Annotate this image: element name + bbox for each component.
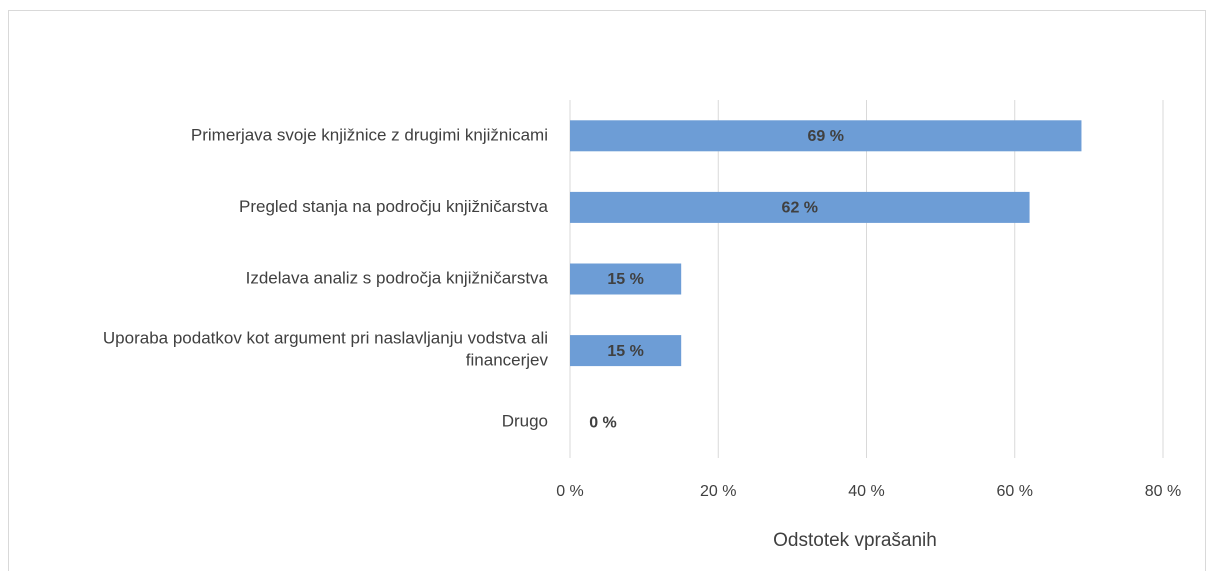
bar — [570, 263, 682, 295]
bar — [570, 120, 1082, 152]
value-label: 62 % — [782, 200, 818, 217]
chart-border — [8, 10, 1206, 571]
y-tick-label: Primerjava svoje knjižnice z drugimi knj… — [191, 125, 548, 144]
x-axis-title: Odstotek vprašanih — [773, 530, 937, 551]
bar — [570, 335, 682, 367]
y-tick-label: Uporaba podatkov kot argument pri naslav… — [103, 329, 549, 370]
x-tick-label: 80 % — [1145, 483, 1181, 500]
x-tick-label: 20 % — [700, 483, 736, 500]
value-label: 69 % — [807, 128, 843, 145]
x-tick-label: 60 % — [997, 483, 1033, 500]
bar — [570, 191, 1030, 223]
x-tick-label: 40 % — [848, 483, 884, 500]
y-tick-label: Pregled stanja na področju knjižničarstv… — [239, 197, 549, 216]
y-tick-label: Izdelava analiz s področja knjižničarstv… — [246, 268, 549, 287]
y-tick-label: Drugo — [502, 412, 548, 431]
value-label: 15 % — [607, 343, 643, 360]
value-label: 15 % — [607, 271, 643, 288]
value-label: 0 % — [589, 414, 617, 431]
x-tick-label: 0 % — [556, 483, 584, 500]
